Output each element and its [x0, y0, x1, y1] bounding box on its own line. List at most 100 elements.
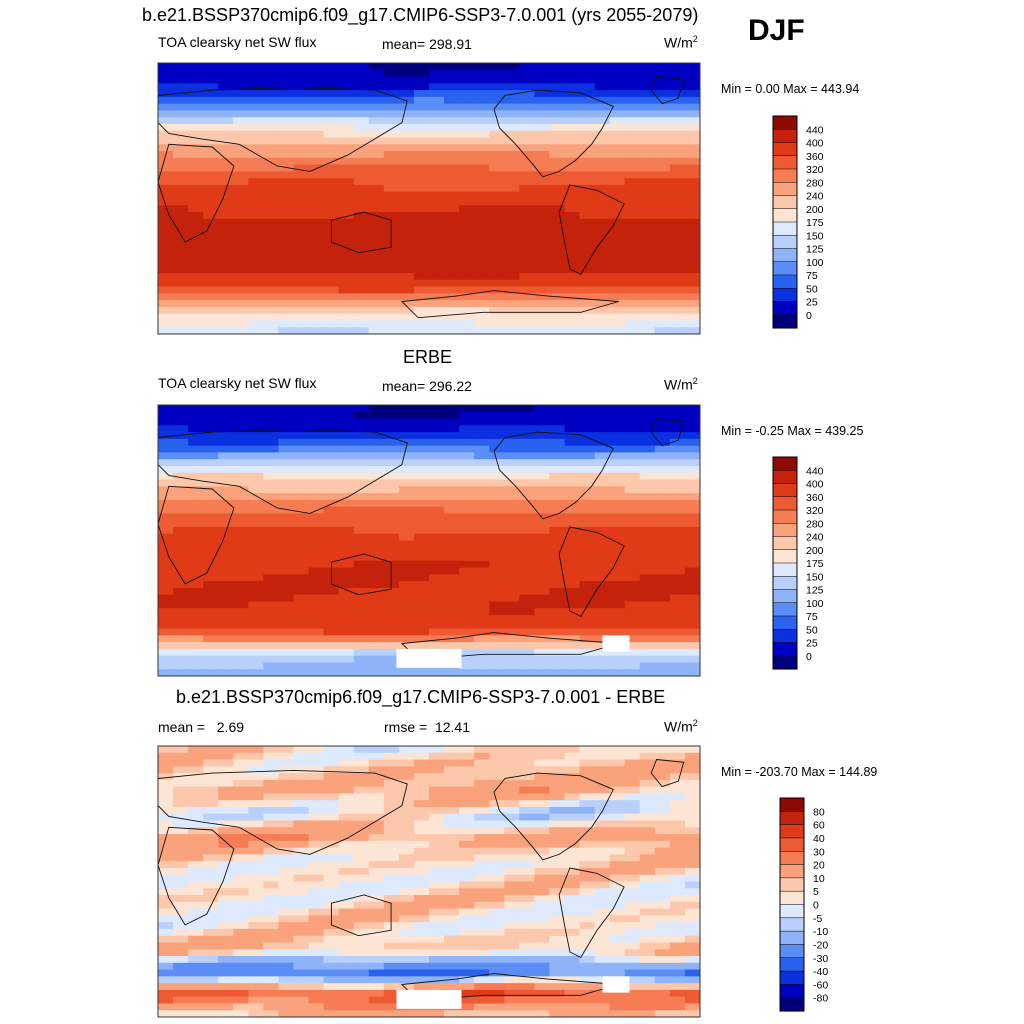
- map-cell: [639, 205, 656, 213]
- map-cell: [444, 949, 460, 957]
- map-cell: [323, 642, 340, 650]
- map-cell: [594, 191, 611, 200]
- map-cell: [459, 279, 475, 288]
- map-cell: [188, 110, 204, 118]
- map-cell: [474, 144, 490, 152]
- map-cell: [429, 746, 445, 754]
- map-cell: [203, 922, 219, 930]
- map-cell: [233, 779, 249, 788]
- map-cell: [278, 445, 295, 454]
- map-cell: [549, 225, 566, 233]
- map-cell: [278, 499, 295, 508]
- map-cell: [669, 928, 686, 937]
- map-cell: [504, 83, 520, 91]
- map-cell: [489, 908, 505, 916]
- map-cell: [278, 806, 295, 815]
- map-cell: [368, 313, 385, 322]
- map-cell: [474, 922, 490, 930]
- map-cell: [684, 956, 700, 964]
- map-cell: [489, 759, 505, 767]
- map-cell: [549, 793, 566, 801]
- map-cell: [368, 438, 385, 447]
- map-cell: [188, 465, 204, 474]
- map-cell: [669, 827, 686, 835]
- map-cell: [609, 130, 626, 139]
- map-cell: [624, 834, 641, 842]
- map-cell: [278, 881, 295, 889]
- map-cell: [398, 976, 415, 984]
- map-cell: [474, 874, 490, 883]
- map-cell: [173, 642, 189, 650]
- map-cell: [669, 438, 686, 447]
- map-cell: [353, 313, 370, 322]
- map-cell: [639, 922, 656, 930]
- map-cell: [158, 560, 174, 569]
- map-cell: [639, 834, 656, 842]
- map-cell: [444, 1010, 460, 1017]
- map-cell: [654, 499, 671, 508]
- map-cell: [444, 669, 460, 676]
- map-cell: [684, 786, 700, 795]
- map-cell: [639, 259, 656, 267]
- map-cell: [639, 300, 656, 308]
- map-cell: [203, 587, 219, 596]
- map-cell: [474, 759, 490, 767]
- map-cell: [429, 472, 445, 481]
- map-cell: [639, 452, 656, 460]
- map-cell: [444, 293, 460, 301]
- map-cell: [474, 813, 490, 822]
- map-cell: [413, 773, 430, 781]
- map-cell: [579, 1003, 596, 1011]
- map-cell: [293, 752, 310, 761]
- map-cell: [218, 983, 234, 991]
- map-cell: [504, 847, 520, 856]
- map-cell: [173, 669, 189, 676]
- map-cell: [398, 983, 415, 991]
- map-cell: [188, 1003, 204, 1011]
- map-cell: [308, 418, 325, 426]
- map-cell: [504, 834, 520, 842]
- map-cell: [278, 171, 295, 179]
- map-cell: [188, 266, 204, 274]
- map-cell: [383, 157, 400, 166]
- map-cell: [233, 184, 249, 193]
- map-cell: [684, 445, 700, 454]
- map-cell: [639, 867, 656, 876]
- map-cell: [263, 655, 280, 664]
- map-cell: [353, 405, 370, 413]
- map-cell: [564, 218, 581, 227]
- map-cell: [579, 300, 596, 308]
- map-cell: [413, 69, 430, 78]
- colorbar-swatch: [772, 168, 798, 183]
- map-cell: [639, 949, 656, 957]
- map-cell: [684, 773, 700, 781]
- map-frame: [157, 745, 701, 1018]
- map-cell: [293, 232, 310, 240]
- map-cell: [489, 110, 505, 118]
- map-cell: [684, 493, 700, 501]
- map-cell: [293, 493, 310, 501]
- map-cell: [383, 178, 400, 186]
- map-cell: [293, 1010, 310, 1017]
- map-cell: [474, 1010, 490, 1017]
- map-cell: [413, 259, 430, 267]
- map-cell: [684, 895, 700, 903]
- map-cell: [459, 655, 475, 664]
- colorbar-tick-label: -40: [813, 966, 828, 978]
- map-cell: [368, 642, 385, 650]
- map-cell: [534, 669, 551, 676]
- map-cell: [263, 117, 280, 125]
- map-cell: [489, 867, 505, 876]
- map-cell: [669, 820, 686, 828]
- map-cell: [383, 151, 400, 159]
- map-cell: [534, 184, 551, 193]
- map-cell: [504, 949, 520, 957]
- map-cell: [158, 915, 174, 923]
- map-cell: [263, 969, 280, 977]
- map-cell: [278, 861, 295, 869]
- map-cell: [338, 922, 355, 930]
- map-cell: [173, 935, 189, 944]
- map-cell: [188, 63, 204, 71]
- map-cell: [158, 786, 174, 795]
- map-cell: [519, 232, 535, 240]
